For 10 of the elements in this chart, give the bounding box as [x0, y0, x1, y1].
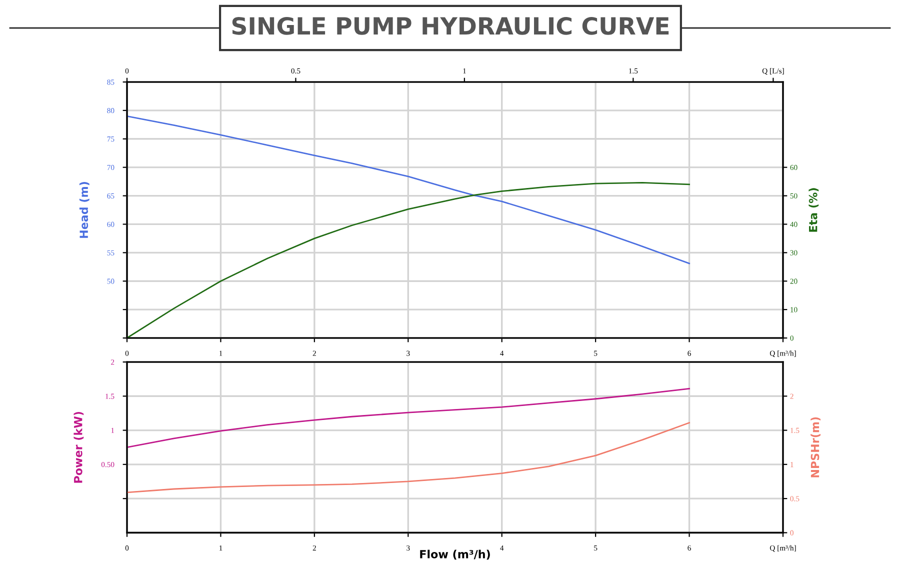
line-series — [127, 388, 690, 448]
line-series — [127, 422, 690, 494]
x-axis-title: Flow (m³/h) — [420, 550, 490, 560]
chart-title: SINGLE PUMP HYDRAULIC CURVE — [232, 16, 669, 35]
y-axis-title: Power (kW) — [74, 412, 84, 483]
y2-axis-title: Eta (%) — [808, 188, 819, 232]
y2-axis-title: NPSHr(m) — [810, 417, 821, 478]
line-series — [127, 115, 690, 264]
y-axis-title: Head (m) — [79, 182, 90, 238]
line-series — [127, 182, 690, 338]
